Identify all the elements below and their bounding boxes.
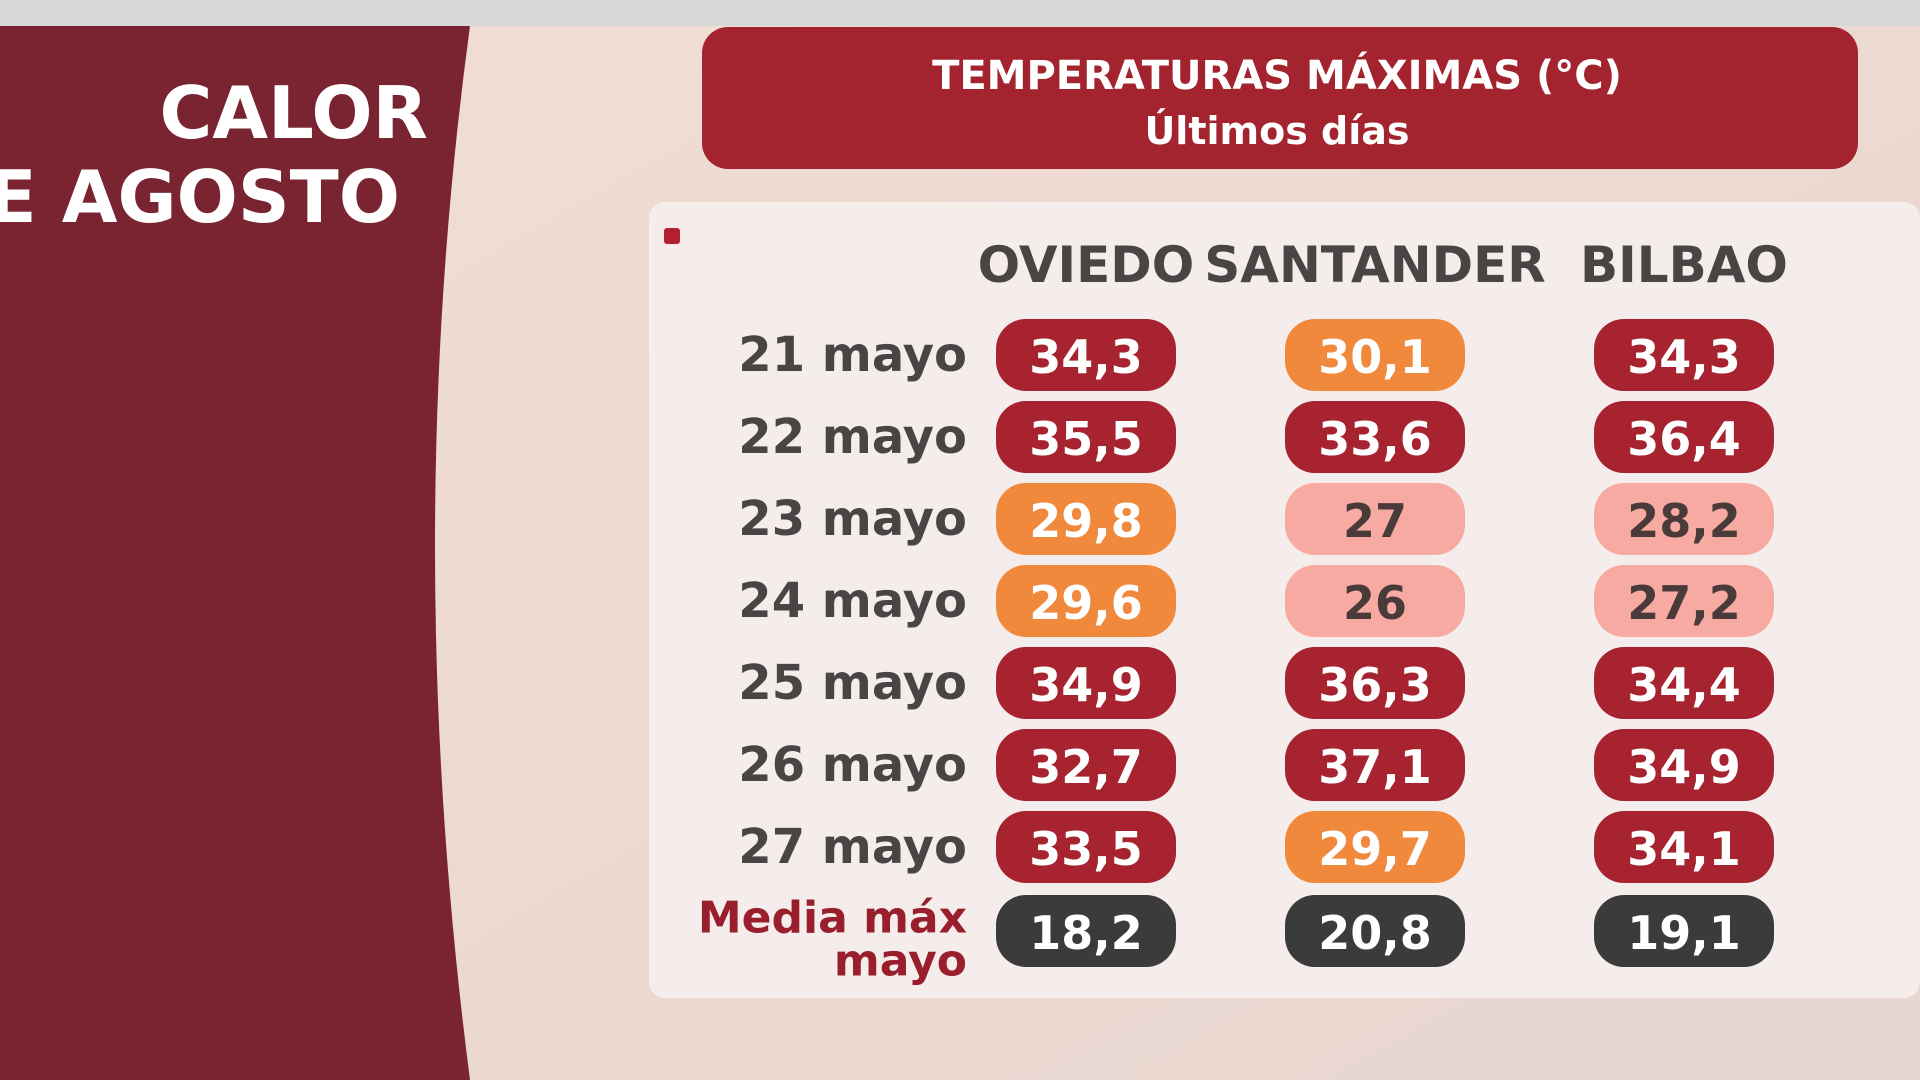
- value-pill: [996, 401, 1176, 473]
- value-text: 20,8: [1318, 906, 1432, 960]
- value-pill: [1285, 647, 1465, 719]
- value-text: 33,5: [1029, 822, 1143, 876]
- value-pill: [1285, 401, 1465, 473]
- value-text: 29,8: [1029, 494, 1143, 548]
- value-text: 33,6: [1318, 412, 1432, 466]
- value-text: 29,7: [1318, 822, 1432, 876]
- value-text: 29,6: [1029, 576, 1143, 630]
- average-label: Media máx: [698, 893, 967, 944]
- value-pill: [996, 483, 1176, 555]
- side-title: CALOR: [159, 71, 428, 155]
- row-label: 24 mayo: [738, 573, 967, 629]
- side-title: E AGOSTO: [0, 155, 400, 239]
- top-frame: [0, 0, 1920, 26]
- value-pill: [1285, 565, 1465, 637]
- header-subtitle: Últimos días: [1144, 109, 1409, 153]
- row-label: 27 mayo: [738, 819, 967, 875]
- header-banner: [702, 27, 1858, 169]
- value-pill: [1594, 483, 1774, 555]
- value-pill: [1594, 319, 1774, 391]
- value-text: 28,2: [1627, 494, 1741, 548]
- value-text: 37,1: [1318, 740, 1432, 794]
- value-pill: [1594, 565, 1774, 637]
- header-title: TEMPERATURAS MÁXIMAS (°C): [932, 51, 1622, 99]
- marker: [664, 228, 680, 244]
- value-text: 36,4: [1627, 412, 1741, 466]
- row-label: 22 mayo: [738, 409, 967, 465]
- value-pill: [1285, 895, 1465, 967]
- table-panel: [649, 202, 1920, 998]
- value-text: 30,1: [1318, 330, 1432, 384]
- value-pill: [1594, 729, 1774, 801]
- average-label: mayo: [834, 936, 967, 987]
- value-pill: [996, 895, 1176, 967]
- value-text: 34,9: [1029, 658, 1143, 712]
- value-text: 36,3: [1318, 658, 1432, 712]
- value-text: 34,4: [1627, 658, 1741, 712]
- value-text: 34,9: [1627, 740, 1741, 794]
- row-label: 23 mayo: [738, 491, 967, 547]
- value-pill: [1594, 401, 1774, 473]
- value-pill: [996, 565, 1176, 637]
- value-pill: [1594, 811, 1774, 883]
- value-text: 26: [1343, 576, 1407, 630]
- value-pill: [1285, 729, 1465, 801]
- value-text: 32,7: [1029, 740, 1143, 794]
- side-panel: [0, 26, 470, 1080]
- row-label: 21 mayo: [738, 327, 967, 383]
- value-pill: [996, 811, 1176, 883]
- value-text: 34,3: [1029, 330, 1143, 384]
- column-header: SANTANDER: [1204, 236, 1545, 294]
- value-pill: [996, 729, 1176, 801]
- value-pill: [1285, 483, 1465, 555]
- value-pill: [1285, 811, 1465, 883]
- value-pill: [1594, 895, 1774, 967]
- column-header: OVIEDO: [978, 236, 1195, 294]
- row-label: 26 mayo: [738, 737, 967, 793]
- value-pill: [1285, 319, 1465, 391]
- value-text: 34,1: [1627, 822, 1741, 876]
- value-pill: [996, 319, 1176, 391]
- row-label: 25 mayo: [738, 655, 967, 711]
- table: OVIEDO SANTANDER BILBAO 21 mayo 34,3 30,1 34,3…: [698, 236, 1788, 987]
- column-header: BILBAO: [1580, 236, 1788, 294]
- value-text: 27,2: [1627, 576, 1741, 630]
- value-text: 35,5: [1029, 412, 1143, 466]
- value-pill: [1594, 647, 1774, 719]
- value-pill: [996, 647, 1176, 719]
- value-text: 34,3: [1627, 330, 1741, 384]
- value-text: 19,1: [1627, 906, 1741, 960]
- value-text: 27: [1343, 494, 1407, 548]
- value-text: 18,2: [1029, 906, 1143, 960]
